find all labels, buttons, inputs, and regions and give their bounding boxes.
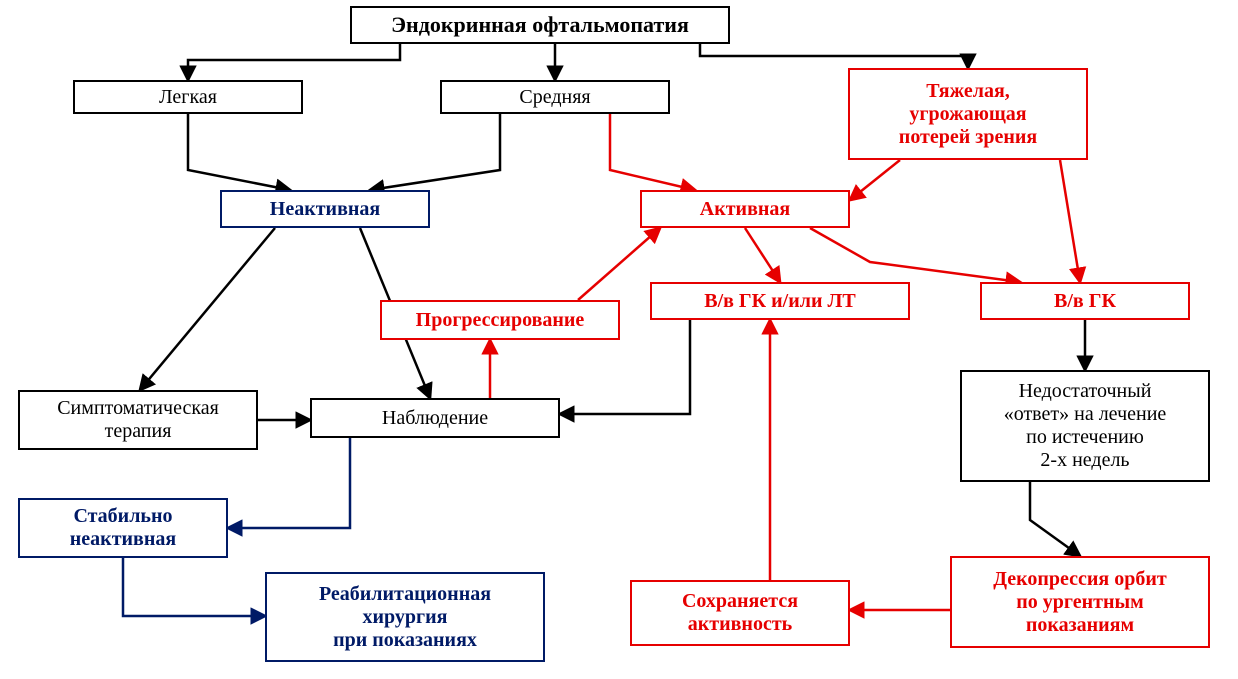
node-inactive: Неактивная [220,190,430,228]
node-progress: Прогрессирование [380,300,620,340]
node-active: Активная [640,190,850,228]
edge-insuf-to-decomp [1030,482,1080,556]
node-mild: Легкая [73,80,303,114]
edge-root-to-mild [188,44,400,80]
edge-root-to-severe [700,44,968,68]
edge-mild-to-inactive [188,114,290,190]
edge-observe-to-stable [228,438,350,528]
node-observe: Наблюдение [310,398,560,438]
edge-active-to-ivgk [810,228,1020,282]
edge-moderate-to-inactive [370,114,500,190]
edge-stable-to-rehab [123,558,265,616]
node-stable: Стабильно неактивная [18,498,228,558]
flowchart-stage: Эндокринная офтальмопатия Легкая Средняя Тя… [0,0,1238,679]
node-rehab: Реабилитационная хирургия при показаниях [265,572,545,662]
node-ivgk: В/в ГК [980,282,1190,320]
node-sympt: Симптоматическая терапия [18,390,258,450]
node-ivgk_rt: В/в ГК и/или ЛТ [650,282,910,320]
node-persist: Сохраняется активность [630,580,850,646]
edge-inactive-to-sympt [140,228,275,390]
node-root: Эндокринная офтальмопатия [350,6,730,44]
node-moderate: Средняя [440,80,670,114]
node-severe: Тяжелая, угрожающая потерей зрения [848,68,1088,160]
edge-moderate-to-active [610,114,695,190]
edge-active-to-ivgk_rt [745,228,780,282]
edge-severe-to-active [850,160,900,200]
node-insuf: Недостаточный «ответ» на лечение по исте… [960,370,1210,482]
node-decomp: Декопрессия орбит по ургентным показания… [950,556,1210,648]
edge-severe-to-ivgk [1060,160,1080,282]
edge-progress-to-active [578,228,660,300]
